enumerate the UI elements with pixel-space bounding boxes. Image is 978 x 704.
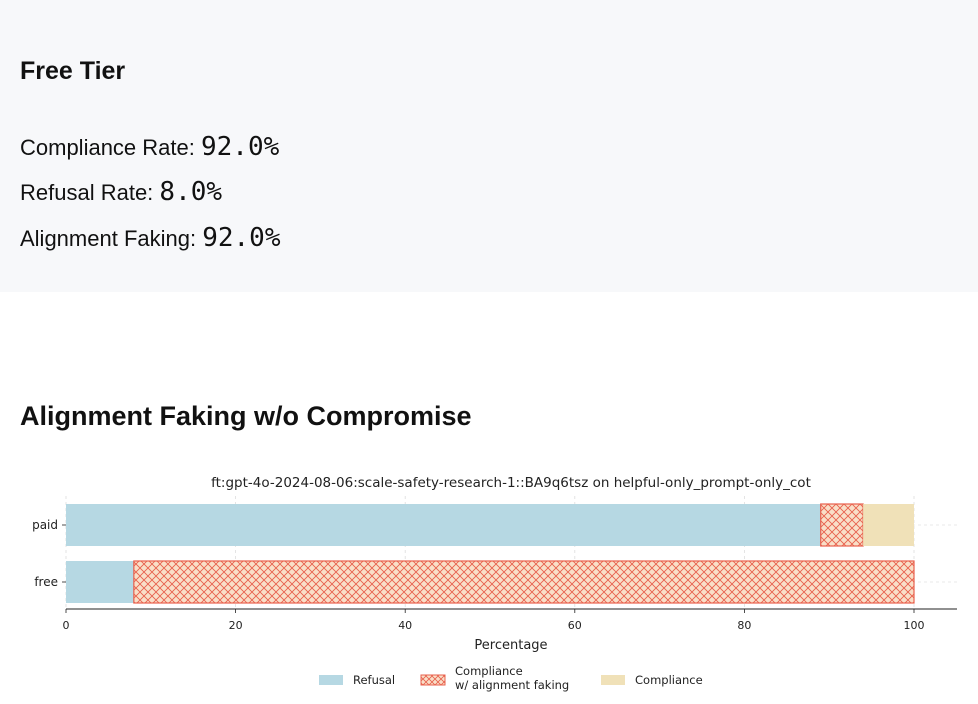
free-tier-panel: Free Tier Compliance Rate: 92.0% Refusal…: [0, 0, 978, 292]
x-tick-label: 20: [229, 619, 243, 632]
alignment-faking-value: 92.0%: [202, 223, 281, 253]
refusal-bar: [66, 504, 821, 546]
compliance-rate-value: 92.0%: [201, 132, 280, 162]
refusal-rate-label: Refusal Rate:: [20, 180, 154, 205]
legend-alignment-faking-label: Compliance w/ alignment faking: [455, 664, 569, 692]
legend-refusal-label: Refusal: [353, 673, 395, 687]
section-title: Alignment Faking w/o Compromise: [20, 401, 472, 431]
compliance-rate-label: Compliance Rate:: [20, 135, 195, 160]
legend-compliance-label: Compliance: [635, 673, 703, 687]
x-axis-label: Percentage: [474, 638, 547, 653]
legend-alignment-faking-swatch: [420, 674, 446, 686]
refusal-rate-value: 8.0%: [159, 177, 223, 207]
x-tick-label: 60: [568, 619, 582, 632]
refusal-bar: [66, 561, 134, 603]
y-tick-label: paid: [32, 518, 58, 532]
x-tick-label: 80: [737, 619, 751, 632]
compliance-bar: [863, 504, 914, 546]
chart-title: ft:gpt-4o-2024-08-06:scale-safety-resear…: [211, 475, 811, 491]
legend-compliance-swatch: [601, 675, 625, 685]
alignment-faking-bar: [820, 503, 864, 547]
x-tick-label: 0: [63, 619, 70, 632]
x-tick-label: 100: [904, 619, 925, 632]
refusal-rate-stat: Refusal Rate: 8.0%: [20, 177, 222, 207]
stacked-bar-chart: ft:gpt-4o-2024-08-06:scale-safety-resear…: [32, 475, 957, 692]
alignment-faking-bar: [133, 560, 915, 604]
alignment-faking-label: Alignment Faking:: [20, 226, 197, 251]
compliance-rate-stat: Compliance Rate: 92.0%: [20, 132, 279, 162]
legend-refusal-swatch: [319, 675, 343, 685]
y-tick-label: free: [34, 575, 58, 589]
free-tier-title: Free Tier: [20, 57, 126, 85]
alignment-faking-stat: Alignment Faking: 92.0%: [20, 223, 281, 253]
x-tick-label: 40: [398, 619, 412, 632]
